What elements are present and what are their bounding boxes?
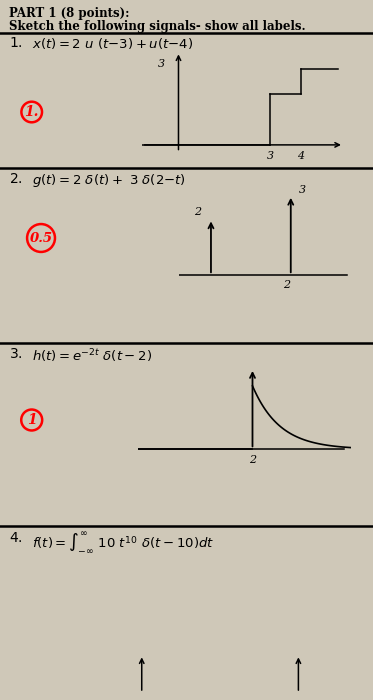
Text: 4: 4 (297, 150, 304, 161)
Text: 3: 3 (267, 150, 274, 161)
Text: $g(t) = 2\ \delta(t)+\ 3\ \delta(2{-}t)$: $g(t) = 2\ \delta(t)+\ 3\ \delta(2{-}t)$ (32, 172, 186, 189)
Text: 1.: 1. (25, 105, 39, 119)
Text: $\mathit{4.}$: $\mathit{4.}$ (9, 531, 23, 545)
Text: $\mathit{1.}$: $\mathit{1.}$ (9, 36, 23, 50)
Text: 1: 1 (27, 413, 37, 427)
Text: 3: 3 (299, 185, 306, 195)
Text: $f(t) = \int_{-\infty}^{\infty}\ 10\ t^{10}\ \delta(t - 10)dt$: $f(t) = \int_{-\infty}^{\infty}\ 10\ t^{… (32, 531, 214, 556)
Text: PART 1 (8 points):: PART 1 (8 points): (9, 7, 130, 20)
Text: 2: 2 (194, 207, 201, 217)
Text: 2: 2 (249, 455, 256, 466)
Text: $\mathit{2.}$: $\mathit{2.}$ (9, 172, 23, 186)
Text: $\mathit{3.}$: $\mathit{3.}$ (9, 347, 23, 361)
Text: 2: 2 (283, 280, 290, 290)
Text: $x(t) = 2\ u\ (t{-}3) + u(t{-}4)$: $x(t) = 2\ u\ (t{-}3) + u(t{-}4)$ (32, 36, 193, 51)
Text: 3: 3 (158, 59, 165, 69)
Text: 0.5: 0.5 (29, 232, 53, 244)
Text: $h(t) = e^{-2t}\ \delta(t - 2)$: $h(t) = e^{-2t}\ \delta(t - 2)$ (32, 347, 152, 365)
Text: Sketch the following signals- show all labels.: Sketch the following signals- show all l… (9, 20, 306, 33)
